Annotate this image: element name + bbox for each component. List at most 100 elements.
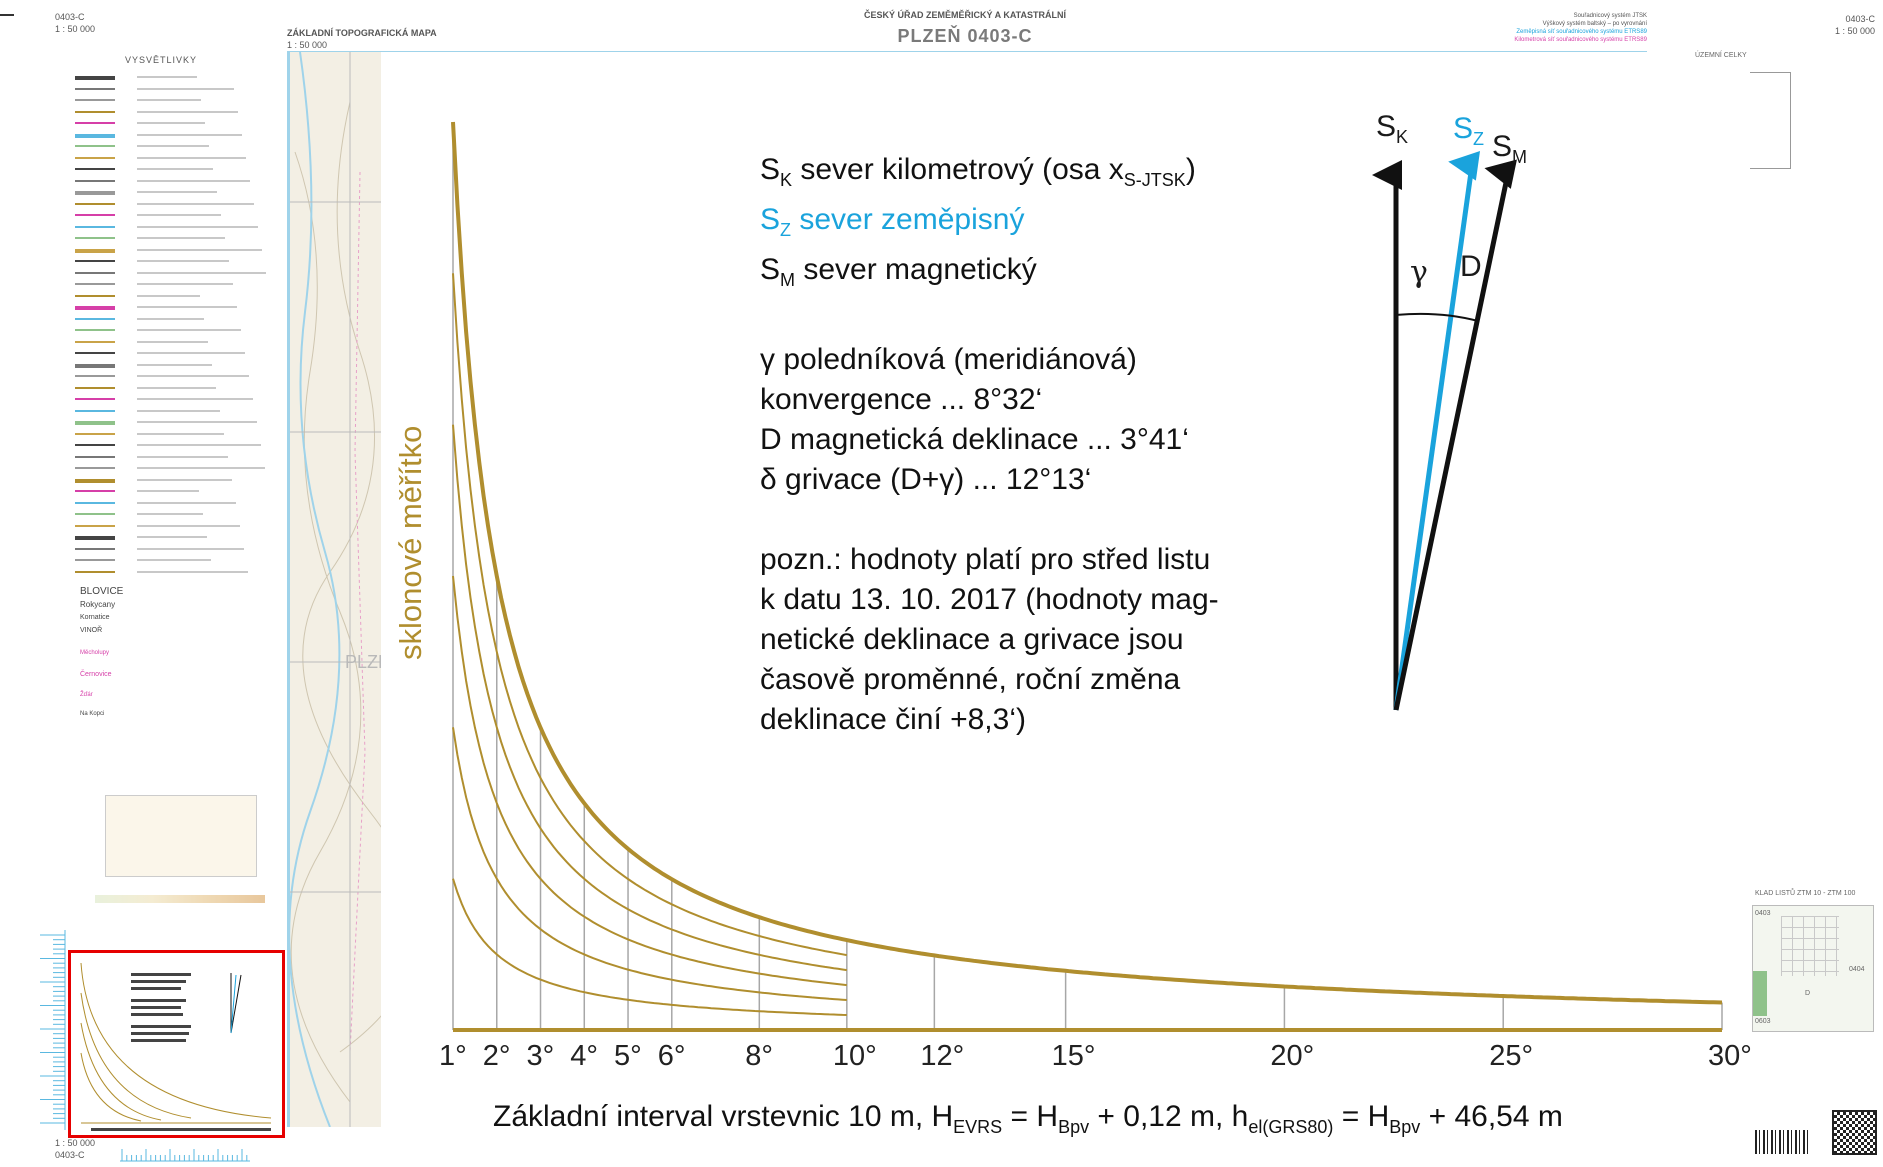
legend-description xyxy=(137,524,240,527)
legend-symbol xyxy=(75,283,115,285)
place-name-7: Žďár xyxy=(80,692,93,698)
map-place-label: PLZE xyxy=(345,652,384,672)
sz-legend-line: SZ sever zeměpisný xyxy=(760,200,1219,250)
margin-info-panel xyxy=(381,52,1656,1127)
legend-row xyxy=(75,486,275,496)
sm-arrow xyxy=(1393,159,1517,711)
sz-arrow xyxy=(1393,150,1481,711)
legend-symbol xyxy=(75,306,115,310)
map-strip[interactable]: PLZE xyxy=(287,52,384,1127)
footer-suffix: + 46,54 m xyxy=(1420,1100,1563,1133)
legend-row xyxy=(75,417,275,427)
legend-description xyxy=(137,547,244,550)
sz-symbol: S xyxy=(760,203,781,236)
legend-row xyxy=(75,325,275,335)
legend-symbol xyxy=(75,248,115,253)
agency-name: ČESKÝ ÚŘAD ZEMĚMĚŘICKÝ A KATASTRÁLNÍ xyxy=(864,10,1066,20)
note-line-4: časově proměnné, roční změna xyxy=(760,663,1181,696)
legend-symbol xyxy=(75,87,115,90)
slope-tick-label-8: 8° xyxy=(745,1040,774,1072)
note-line-3: netické deklinace a grivace jsou xyxy=(760,623,1184,656)
sm-arrow-label: SM xyxy=(1492,130,1527,168)
qr-code[interactable] xyxy=(1832,1110,1877,1155)
sheet-preview-thumbnail[interactable] xyxy=(68,950,285,1138)
legend-symbol xyxy=(75,536,115,540)
footer-prefix: Základní interval vrstevnic 10 m, H xyxy=(493,1100,954,1133)
sk-axis-sub: S-JTSK xyxy=(1123,170,1186,190)
legend-symbol xyxy=(75,547,115,550)
grivation-line: δ grivace (D+γ) ... 12°13‘ xyxy=(760,463,1092,496)
legend-symbol xyxy=(75,271,115,274)
legend-description xyxy=(137,559,211,561)
legend-symbol xyxy=(75,432,115,435)
legend-symbol xyxy=(75,478,115,483)
sk-symbol-sub: K xyxy=(780,170,793,190)
index-cell-d: D xyxy=(1805,990,1811,997)
map-series: ZÁKLADNÍ TOPOGRAFICKÁ MAPA xyxy=(287,28,437,38)
legend-symbol xyxy=(75,570,115,573)
sm-symbol: S xyxy=(760,253,781,286)
legend-row xyxy=(75,532,275,542)
legend-description xyxy=(137,478,232,481)
footer-sub-evrs: EVRS xyxy=(953,1117,1003,1137)
legend-symbol xyxy=(75,513,115,515)
legend-row xyxy=(75,371,275,381)
legend-description xyxy=(137,122,205,124)
territorial-units-box xyxy=(1750,72,1791,169)
sm-arrow-label-sub: M xyxy=(1512,147,1528,167)
legend-row xyxy=(75,164,275,174)
legend-description xyxy=(137,294,200,297)
legend-row xyxy=(75,567,275,577)
legend-symbol xyxy=(75,214,115,216)
legend-row xyxy=(75,302,275,312)
legend-description xyxy=(137,490,199,492)
slope-tick-label-10: 10° xyxy=(832,1040,877,1072)
sz-arrow-label-text: S xyxy=(1453,112,1474,145)
legend-row xyxy=(75,279,275,289)
slope-tick-label-15: 15° xyxy=(1051,1040,1096,1072)
legend-row xyxy=(75,107,275,117)
coord-system-line-4: Kilometrová síť souřadnicového systému E… xyxy=(1514,37,1647,43)
note-line-5: deklinace činí +8,3‘) xyxy=(760,703,1026,736)
legend-description xyxy=(137,237,225,239)
slope-curve-3 xyxy=(452,575,847,987)
legend-description xyxy=(137,306,237,308)
legend-symbol xyxy=(75,444,115,446)
legend-symbol xyxy=(75,99,115,101)
gamma-angle-label: γ xyxy=(1410,255,1428,290)
legend-row xyxy=(75,72,275,82)
corner-mark xyxy=(0,14,14,16)
legend-description xyxy=(137,317,204,320)
legend-description xyxy=(137,156,246,159)
sheet-code-right: 0403-C xyxy=(1845,14,1875,24)
legend-row xyxy=(75,130,275,140)
legend-symbol xyxy=(75,524,115,527)
legend-symbol xyxy=(75,110,115,113)
legend-row xyxy=(75,348,275,358)
legend-description xyxy=(137,329,241,331)
legend-description xyxy=(137,409,220,412)
slope-curve-2 xyxy=(452,727,847,1001)
sk-symbol: S xyxy=(760,153,781,186)
legend-description xyxy=(137,501,236,504)
legend-row xyxy=(75,360,275,370)
legend-symbol xyxy=(75,122,115,124)
sheet-code-left: 0403-C xyxy=(55,12,85,22)
legend-row xyxy=(75,291,275,301)
legend-symbol xyxy=(75,559,115,561)
coord-system-line-2: Výškový systém baltský – po vyrovnání xyxy=(1542,21,1647,27)
place-name-5: Měcholupy xyxy=(80,650,110,656)
legend-description xyxy=(137,386,216,389)
legend-symbol xyxy=(75,329,115,331)
legend-description xyxy=(137,168,213,170)
sheet-index-map[interactable]: 0403 0404 D 0603 xyxy=(1752,905,1874,1032)
legend-description xyxy=(137,432,224,435)
legend-row xyxy=(75,498,275,508)
sheet-index-title: KLAD LISTŮ ZTM 10 - ZTM 100 xyxy=(1755,890,1856,897)
territorial-units-title: ÚZEMNÍ CELKY xyxy=(1695,52,1747,59)
legend-description xyxy=(137,110,238,113)
bottom-sheet-code: 0403-C xyxy=(55,1150,85,1160)
slope-curve-5 xyxy=(452,273,847,957)
place-name-4: VINOŘ xyxy=(80,627,103,634)
legend-symbol xyxy=(75,363,115,368)
